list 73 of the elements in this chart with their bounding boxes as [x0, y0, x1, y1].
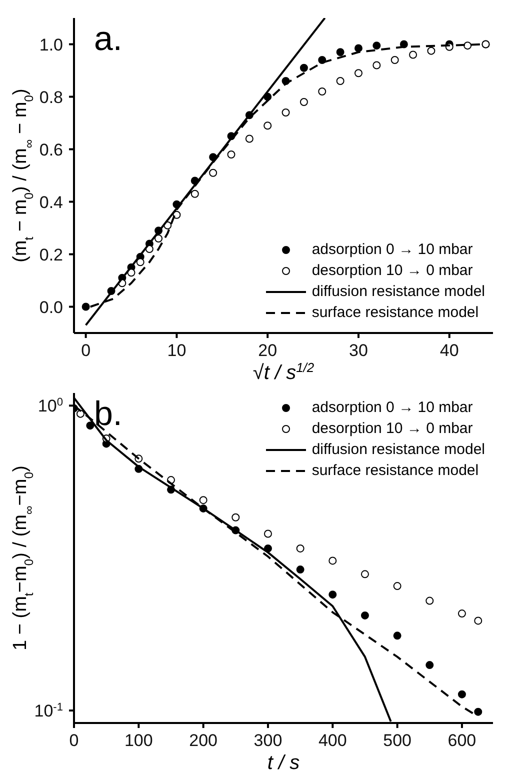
x-tick-label: 400 — [318, 731, 347, 750]
point — [409, 50, 418, 59]
annotation: b. — [94, 395, 122, 434]
point — [372, 42, 381, 50]
point — [393, 632, 402, 640]
legend-label: adsorption 0 → 10 mbar — [312, 241, 473, 258]
y-tick-label: 1.0 — [39, 35, 63, 54]
x-tick-label: 0 — [81, 341, 91, 360]
y-tick-label: 0.6 — [39, 140, 63, 160]
point — [154, 234, 163, 242]
point — [318, 88, 326, 96]
point — [264, 122, 272, 130]
legend-label: desorption 10 → 0 mbar — [312, 262, 473, 279]
point — [393, 582, 402, 590]
legend-label: desorption 10 → 0 mbar — [312, 420, 473, 437]
point — [372, 61, 381, 70]
point — [458, 610, 466, 618]
point — [360, 611, 369, 620]
point — [296, 566, 304, 574]
legend-label: surface resistance model — [312, 462, 479, 479]
point — [86, 422, 94, 430]
point — [264, 530, 272, 538]
legend-label: adsorption 0 → 10 mbar — [312, 399, 473, 416]
y-tick-label: 0.4 — [39, 192, 63, 212]
point — [360, 570, 369, 578]
point — [296, 544, 304, 552]
point — [474, 616, 482, 625]
point — [300, 64, 308, 72]
x-tick-label: 300 — [254, 731, 282, 750]
point — [474, 708, 482, 716]
x-axis-title: t / s — [267, 752, 300, 774]
point — [328, 590, 337, 599]
point — [427, 46, 436, 55]
point — [464, 42, 472, 50]
point — [390, 56, 399, 64]
point — [458, 690, 466, 698]
legend-label: diffusion resistance model — [312, 441, 485, 458]
point — [209, 168, 218, 177]
y-tick-label: 0.0 — [39, 298, 63, 317]
x-tick-label: 500 — [383, 731, 412, 750]
point — [336, 77, 344, 85]
x-tick-label: 30 — [349, 341, 368, 360]
point — [232, 513, 240, 522]
point — [328, 556, 337, 565]
point — [282, 108, 290, 116]
x-axis-title: √t / s$^{1/2}$ — [252, 360, 315, 384]
y-tick-label: 0.2 — [39, 245, 63, 264]
point — [426, 596, 434, 605]
point — [426, 661, 434, 670]
point — [336, 48, 344, 56]
point — [136, 258, 144, 266]
x-tick-label: 200 — [189, 731, 218, 750]
point — [227, 150, 236, 158]
x-tick-label: 20 — [258, 341, 278, 360]
point — [300, 98, 308, 106]
x-tick-label: 0 — [69, 731, 79, 750]
x-tick-label: 600 — [448, 731, 476, 750]
point — [245, 134, 254, 143]
legend-label: diffusion resistance model — [312, 283, 485, 300]
x-tick-label: 100 — [124, 731, 153, 750]
point — [354, 69, 362, 78]
y-tick-label: 10$^{-1}$ — [34, 702, 63, 721]
x-tick-label: 40 — [440, 341, 459, 360]
y-tick-label: 10$^{0}$ — [38, 396, 63, 416]
x-tick-label: 10 — [167, 341, 186, 360]
point — [199, 496, 208, 504]
point — [354, 44, 362, 52]
legend-label: surface resistance model — [312, 304, 479, 321]
y-tick-label: 0.8 — [39, 88, 63, 107]
point — [76, 410, 84, 418]
point — [190, 190, 199, 198]
annotation: a. — [94, 20, 122, 59]
point — [82, 302, 90, 311]
